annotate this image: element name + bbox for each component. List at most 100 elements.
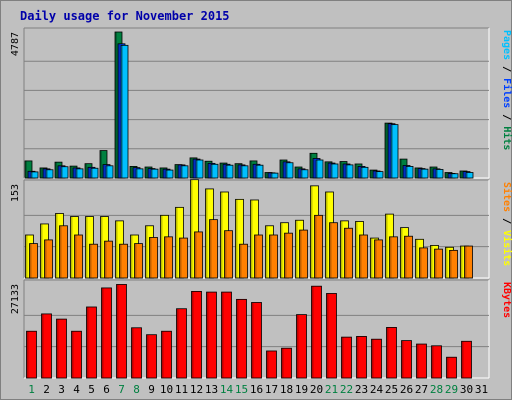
bar-shade <box>130 234 133 278</box>
bar-shade <box>376 171 378 178</box>
bar-pages-day-12 <box>195 159 204 179</box>
day-label-24: 24 <box>370 383 384 396</box>
bar-shade <box>28 171 30 178</box>
bar-shade <box>136 168 138 178</box>
bar-shade <box>254 234 257 278</box>
bar-shade <box>164 236 167 278</box>
bar-shade <box>460 246 463 278</box>
bar-sites-day-1 <box>29 243 38 279</box>
bar-sites-day-9 <box>149 237 158 279</box>
legend-separator: / <box>501 60 512 78</box>
bar-kbytes-day-26 <box>401 340 412 379</box>
bar-shade <box>179 238 182 278</box>
day-label-7: 7 <box>118 383 125 396</box>
bar-pages-day-1 <box>30 171 39 179</box>
legend-hits: Hits <box>501 126 512 150</box>
bar-shade <box>340 161 342 178</box>
bar-sites-day-21 <box>329 222 338 279</box>
bar-kbytes-day-29 <box>446 356 457 379</box>
bar-pages-day-2 <box>45 169 54 179</box>
day-label-2: 2 <box>43 383 50 396</box>
day-label-19: 19 <box>295 383 308 396</box>
bar-shade <box>176 308 179 378</box>
bar-kbytes-day-15 <box>236 298 247 379</box>
bar-shade <box>104 241 107 278</box>
bar-sites-day-8 <box>134 243 143 279</box>
legend-separator: / <box>501 108 512 126</box>
bar-shade <box>76 168 78 178</box>
bar-shade <box>389 236 392 278</box>
bar-shade <box>205 188 208 278</box>
bar-shade <box>25 160 27 178</box>
day-label-13: 13 <box>205 383 218 396</box>
bar-shade <box>341 337 344 378</box>
panel-1: 4787 Pages / Files / Hits <box>10 27 512 179</box>
day-label-11: 11 <box>175 383 188 396</box>
bar-shade <box>283 161 285 178</box>
bar-pages-day-5 <box>90 167 99 179</box>
bar-shade <box>61 166 63 178</box>
bar-pages-day-11 <box>180 165 189 179</box>
bar-shade <box>346 164 348 178</box>
bar-shade <box>101 287 104 378</box>
bar-shade <box>70 166 72 178</box>
bar-sites-day-23 <box>359 234 368 279</box>
bar-sites-day-22 <box>344 227 353 279</box>
day-label-23: 23 <box>355 383 368 396</box>
bar-sites-day-25 <box>389 236 398 279</box>
bar-shade <box>371 339 374 378</box>
bar-shade <box>280 222 283 278</box>
bar-shade <box>211 164 213 178</box>
bar-kbytes-day-10 <box>161 330 172 379</box>
bar-shade <box>41 313 44 378</box>
bar-shade <box>226 165 228 178</box>
bar-shade <box>385 123 387 178</box>
bar-pages-day-24 <box>375 171 384 179</box>
bar-shade <box>325 161 327 178</box>
bar-sites-day-18 <box>284 232 293 279</box>
bar-shade <box>313 158 315 178</box>
bar-sites-day-17 <box>269 234 278 279</box>
bar-shade <box>373 170 375 178</box>
day-label-8: 8 <box>133 383 140 396</box>
bar-shade <box>55 162 57 178</box>
series-legend: Pages / Files / Hits <box>501 30 512 150</box>
bar-shade <box>406 166 408 178</box>
bar-shade <box>59 225 62 278</box>
bar-shade <box>235 199 238 278</box>
bar-kbytes-day-5 <box>86 306 97 379</box>
bar-shade <box>194 231 197 278</box>
bar-shade <box>418 168 420 178</box>
bar-kbytes-day-28 <box>431 345 442 379</box>
bar-shade <box>433 168 435 178</box>
bar-shade <box>434 249 437 278</box>
bar-shade <box>70 216 73 278</box>
bar-shade <box>329 222 332 278</box>
bar-shade <box>463 171 465 178</box>
bar-shade <box>344 228 347 278</box>
bar-shade <box>400 227 403 278</box>
bar-shade <box>29 243 32 278</box>
bar-shade <box>46 169 48 178</box>
bar-shade <box>355 221 358 278</box>
bar-shade <box>44 239 47 278</box>
bar-shade <box>253 164 255 178</box>
bar-pages-day-26 <box>405 166 414 179</box>
bar-shade <box>466 172 468 178</box>
bar-shade <box>116 284 119 378</box>
bar-sites-day-4 <box>74 234 83 279</box>
bar-sites-day-27 <box>419 247 428 279</box>
bar-pages-day-9 <box>150 168 159 179</box>
bar-shade <box>160 167 162 178</box>
day-label-20: 20 <box>310 383 323 396</box>
bar-sites-day-16 <box>254 234 263 279</box>
bar-shade <box>91 168 93 178</box>
bar-pages-day-3 <box>60 166 69 179</box>
bar-kbytes-day-27 <box>416 343 427 379</box>
bar-pages-day-10 <box>165 169 174 179</box>
bar-shade <box>419 247 422 278</box>
bar-shade <box>115 32 117 178</box>
panel-3: 27133 KBytes <box>10 279 512 379</box>
bar-shade <box>268 172 270 178</box>
bar-shade <box>236 299 239 378</box>
